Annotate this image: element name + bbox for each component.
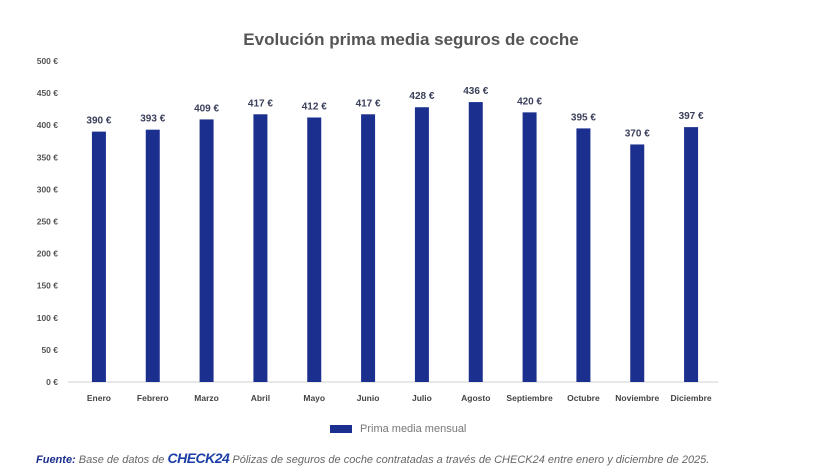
y-tick-label: 300 € [37, 184, 59, 194]
x-tick-label: Diciembre [671, 393, 712, 403]
bar-octubre [576, 128, 591, 382]
data-label: 395 € [571, 112, 596, 123]
bar-mayo [307, 117, 322, 382]
x-tick-label: Abril [251, 393, 270, 403]
data-label: 420 € [517, 96, 542, 107]
x-tick-label: Octubre [567, 393, 600, 403]
y-tick-label: 150 € [37, 281, 59, 291]
y-tick-label: 450 € [37, 88, 59, 98]
x-tick-label: Junio [357, 393, 380, 403]
check24-logo: CHECK24 [167, 450, 230, 466]
x-tick-label: Enero [87, 393, 111, 403]
y-tick-label: 350 € [37, 152, 59, 162]
bar-noviembre [630, 144, 645, 382]
data-label: 436 € [463, 86, 488, 97]
legend: Prima media mensual [330, 423, 466, 435]
source-text-before: Base de datos de [78, 454, 165, 466]
y-tick-label: 500 € [37, 56, 59, 66]
y-tick-label: 200 € [37, 249, 59, 259]
y-tick-label: 250 € [37, 217, 59, 227]
data-label: 428 € [409, 91, 434, 102]
bar-septiembre [522, 112, 537, 383]
bar-chart: 0 € 50 € 100 € 150 € 200 € 250 € 300 € 350 € 400… [37, 56, 718, 403]
data-label: 370 € [625, 128, 650, 139]
data-label: 417 € [248, 98, 273, 109]
y-tick-label: 400 € [37, 120, 59, 130]
bar-marzo [199, 119, 214, 382]
legend-swatch [330, 425, 352, 433]
bar-enero [91, 131, 106, 382]
bar-febrero [145, 129, 160, 382]
y-tick-label: 100 € [37, 313, 59, 323]
data-label: 393 € [140, 114, 165, 125]
bar-diciembre [684, 127, 699, 382]
data-label: 412 € [302, 101, 327, 112]
bar-abril [253, 114, 268, 382]
x-tick-label: Agosto [461, 393, 490, 403]
y-tick-label: 50 € [41, 345, 58, 355]
x-tick-label: Noviembre [615, 393, 659, 403]
bar-junio [361, 114, 376, 382]
x-tick-label: Septiembre [506, 393, 553, 403]
data-label: 397 € [679, 111, 704, 122]
x-tick-label: Julio [412, 393, 432, 403]
source-footnote: Fuente: Base de datos de CHECK24 Pólizas… [36, 450, 709, 466]
y-tick-label: 0 € [46, 377, 58, 387]
bar-agosto [468, 102, 483, 382]
data-label: 409 € [194, 103, 219, 114]
data-label: 390 € [86, 116, 111, 127]
x-tick-label: Marzo [194, 393, 219, 403]
data-label: 417 € [356, 98, 381, 109]
chart-title: Evolución prima media seguros de coche [243, 30, 579, 49]
legend-label: Prima media mensual [360, 423, 467, 435]
x-tick-label: Febrero [137, 393, 169, 403]
source-label: Fuente: [36, 454, 76, 466]
source-text-after: Pólizas de seguros de coche contratadas … [232, 454, 710, 466]
x-tick-label: Mayo [303, 393, 325, 403]
bar-julio [414, 107, 429, 382]
